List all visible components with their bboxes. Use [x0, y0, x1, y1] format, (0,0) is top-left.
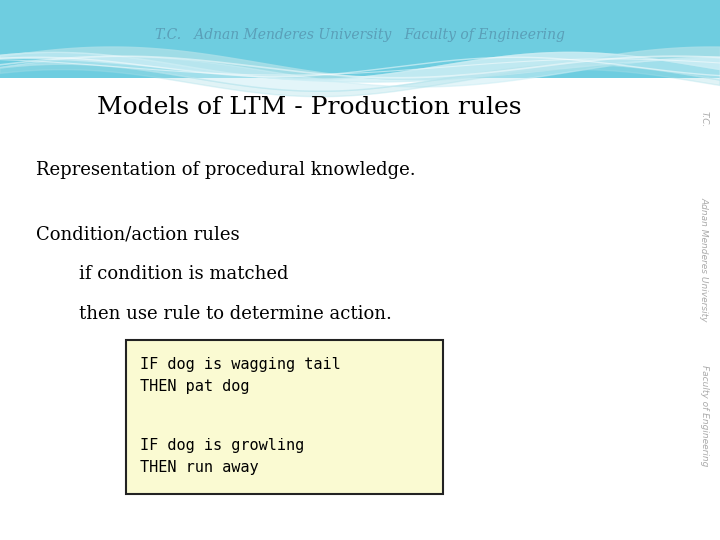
FancyBboxPatch shape	[0, 0, 720, 78]
Text: Condition/action rules: Condition/action rules	[36, 226, 240, 244]
FancyBboxPatch shape	[126, 340, 443, 494]
Text: Adnan Menderes University: Adnan Menderes University	[700, 197, 708, 321]
Text: Faculty of Engineering: Faculty of Engineering	[700, 365, 708, 467]
Text: if condition is matched: if condition is matched	[79, 265, 289, 283]
Text: then use rule to determine action.: then use rule to determine action.	[79, 305, 392, 323]
Text: Representation of procedural knowledge.: Representation of procedural knowledge.	[36, 161, 415, 179]
Text: Models of LTM - Production rules: Models of LTM - Production rules	[97, 97, 522, 119]
Text: T.C.   Adnan Menderes University   Faculty of Engineering: T.C. Adnan Menderes University Faculty o…	[155, 28, 565, 42]
Text: IF dog is growling
THEN run away: IF dog is growling THEN run away	[140, 438, 305, 475]
Text: IF dog is wagging tail
THEN pat dog: IF dog is wagging tail THEN pat dog	[140, 357, 341, 394]
Text: T.C.: T.C.	[700, 111, 708, 127]
